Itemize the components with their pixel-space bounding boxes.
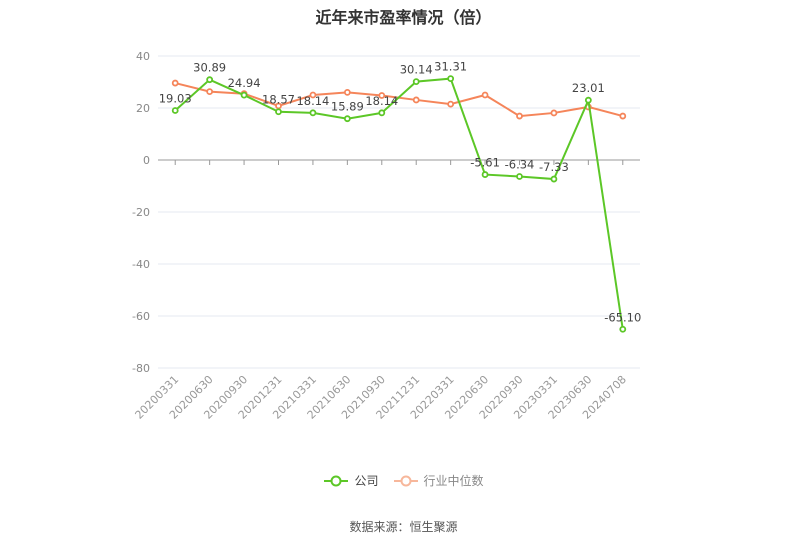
data-point[interactable] — [447, 75, 455, 82]
legend-item-company[interactable]: 公司 — [323, 472, 379, 489]
data-label: -7.33 — [539, 160, 569, 174]
data-label: 24.94 — [228, 76, 261, 90]
data-label: 30.14 — [400, 63, 433, 77]
data-point[interactable] — [412, 78, 420, 86]
series-line-0 — [174, 77, 624, 330]
legend-industry-label: 行业中位数 — [423, 474, 484, 488]
data-point[interactable] — [516, 112, 523, 120]
legend-company-line-icon — [324, 475, 349, 486]
data-point[interactable] — [343, 89, 351, 96]
data-point[interactable] — [550, 109, 558, 117]
data-label: -5.61 — [470, 156, 500, 170]
data-label: -6.34 — [505, 157, 535, 171]
data-label: 30.89 — [193, 61, 226, 75]
x-axis: 2020033120200630202009302020123120210331… — [133, 159, 640, 422]
data-point[interactable] — [481, 171, 489, 178]
y-tick-label: 20 — [136, 102, 150, 115]
data-point[interactable] — [378, 109, 386, 117]
data-label: 19.03 — [159, 92, 192, 106]
data-label: 18.57 — [262, 93, 295, 107]
data-point[interactable] — [481, 91, 489, 99]
data-point[interactable] — [206, 88, 214, 96]
y-tick-label: -80 — [132, 362, 150, 375]
data-point[interactable] — [240, 91, 248, 99]
data-source: 数据来源：恒生聚源 — [349, 520, 458, 534]
y-axis: 40 20 0 -20 -40 -60 -80 — [132, 50, 150, 375]
data-point[interactable] — [309, 91, 317, 99]
data-label: 18.14 — [296, 94, 329, 108]
data-point[interactable] — [206, 76, 214, 84]
y-tick-label: -60 — [132, 310, 150, 323]
y-tick-label: 40 — [136, 50, 150, 63]
line-chart: 40 20 0 -20 -40 -60 -80 2020033120200630202009… — [132, 50, 642, 422]
data-label: 18.14 — [365, 94, 398, 108]
data-point[interactable] — [171, 79, 179, 87]
data-label: 31.31 — [434, 60, 467, 74]
grid-lines — [158, 55, 640, 369]
data-point[interactable] — [378, 92, 386, 99]
data-point[interactable] — [343, 115, 351, 123]
data-point[interactable] — [412, 96, 420, 104]
data-label: 23.01 — [572, 81, 605, 95]
data-point[interactable] — [516, 173, 523, 180]
chart-title: 近年来市盈率情况（倍） — [315, 8, 492, 27]
data-point[interactable] — [619, 112, 627, 120]
series-lines — [171, 75, 627, 333]
legend-company-label: 公司 — [354, 474, 379, 488]
data-point[interactable] — [171, 107, 179, 114]
data-point[interactable] — [275, 108, 282, 116]
legend-item-industry-median[interactable]: 行业中位数 — [393, 472, 484, 489]
legend-industry-line-icon — [393, 475, 418, 486]
data-point[interactable] — [584, 96, 592, 104]
data-label: -65.10 — [604, 310, 641, 324]
data-point[interactable] — [550, 175, 558, 183]
y-tick-label: -20 — [132, 206, 150, 219]
legend: 公司 行业中位数 — [0, 472, 807, 489]
data-point[interactable] — [309, 109, 317, 117]
y-tick-label: 0 — [143, 154, 150, 167]
data-label: 15.89 — [331, 100, 364, 114]
data-point[interactable] — [619, 325, 627, 333]
data-point[interactable] — [447, 100, 455, 108]
y-tick-label: -40 — [132, 258, 150, 271]
